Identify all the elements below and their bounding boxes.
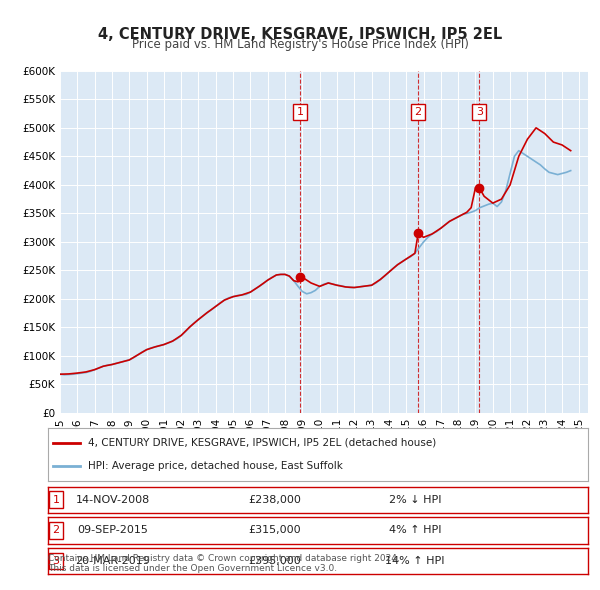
Text: HPI: Average price, detached house, East Suffolk: HPI: Average price, detached house, East… xyxy=(89,461,343,471)
Text: 4, CENTURY DRIVE, KESGRAVE, IPSWICH, IP5 2EL (detached house): 4, CENTURY DRIVE, KESGRAVE, IPSWICH, IP5… xyxy=(89,438,437,448)
Text: 1: 1 xyxy=(296,107,304,117)
Text: 20-MAR-2019: 20-MAR-2019 xyxy=(76,556,150,566)
Text: 3: 3 xyxy=(476,107,483,117)
Text: £315,000: £315,000 xyxy=(248,526,301,536)
Text: Contains HM Land Registry data © Crown copyright and database right 2024.
This d: Contains HM Land Registry data © Crown c… xyxy=(48,554,400,573)
Text: Price paid vs. HM Land Registry's House Price Index (HPI): Price paid vs. HM Land Registry's House … xyxy=(131,38,469,51)
Text: 2: 2 xyxy=(53,526,59,536)
Text: 2: 2 xyxy=(415,107,422,117)
Text: 1: 1 xyxy=(53,495,59,505)
Text: 4% ↑ HPI: 4% ↑ HPI xyxy=(389,526,442,536)
Text: 09-SEP-2015: 09-SEP-2015 xyxy=(77,526,148,536)
Text: 4, CENTURY DRIVE, KESGRAVE, IPSWICH, IP5 2EL: 4, CENTURY DRIVE, KESGRAVE, IPSWICH, IP5… xyxy=(98,27,502,41)
Text: 14-NOV-2008: 14-NOV-2008 xyxy=(76,495,150,505)
Text: 14% ↑ HPI: 14% ↑ HPI xyxy=(385,556,445,566)
Text: 2% ↓ HPI: 2% ↓ HPI xyxy=(389,495,442,505)
Text: £238,000: £238,000 xyxy=(248,495,301,505)
Text: 3: 3 xyxy=(53,556,59,566)
Text: £395,000: £395,000 xyxy=(248,556,301,566)
